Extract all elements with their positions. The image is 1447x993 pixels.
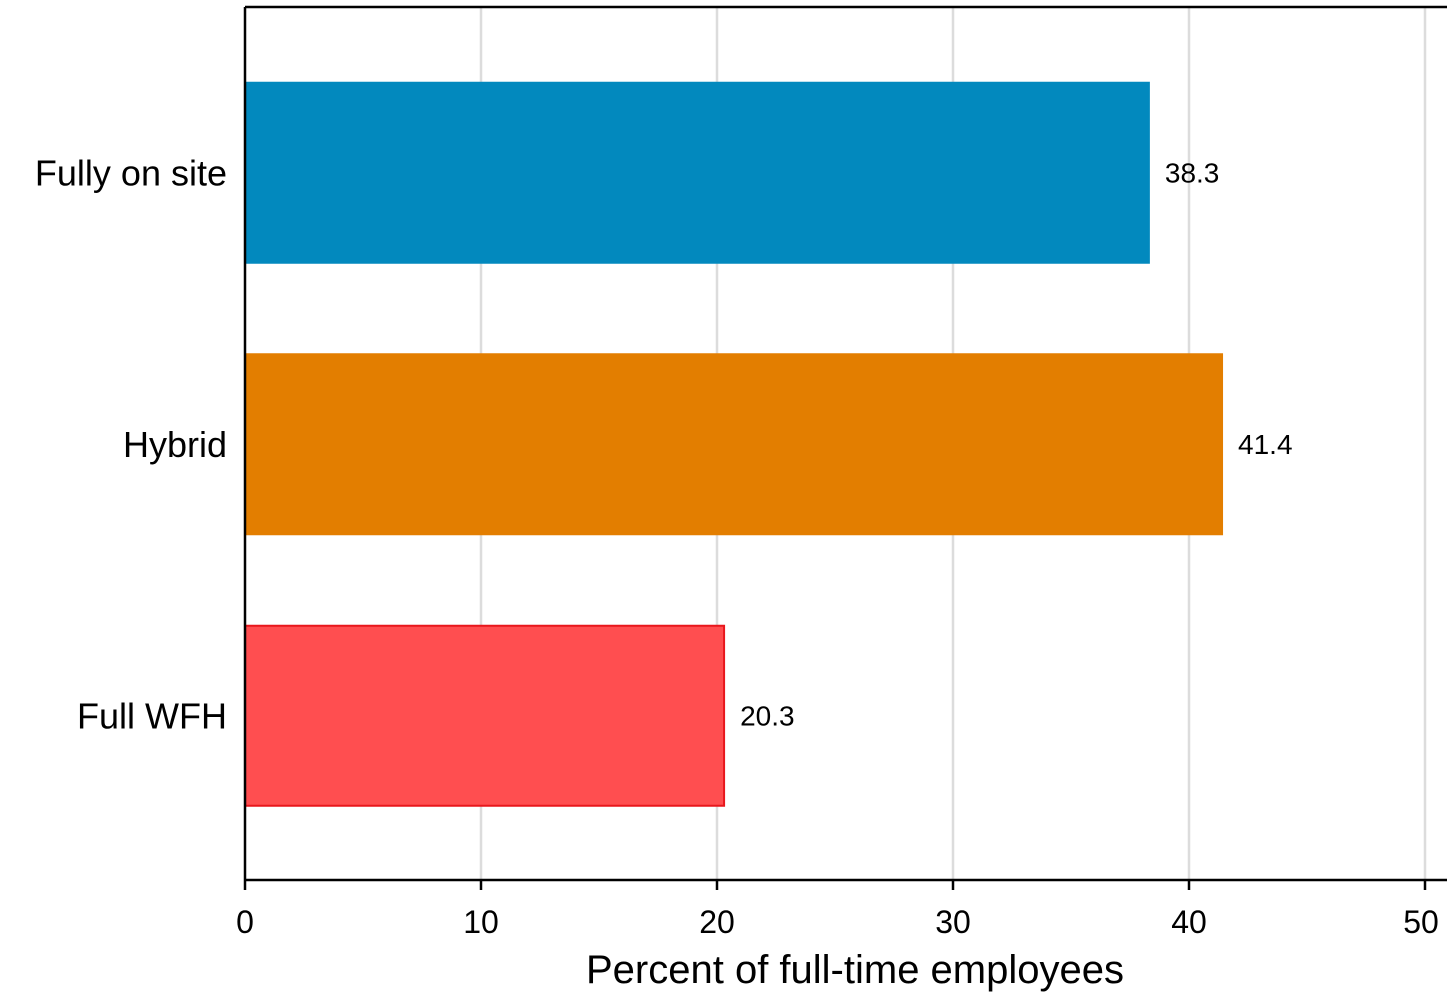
x-tick-label: 10 xyxy=(463,904,499,940)
bar-hybrid xyxy=(244,353,1224,536)
value-label: 20.3 xyxy=(740,700,795,731)
category-label: Hybrid xyxy=(123,424,227,465)
x-tick-label: 40 xyxy=(1171,904,1207,940)
x-tick-label: 50 xyxy=(1403,904,1439,940)
labels: 38.3 Fully on site 41.4 Hybrid 20.3 Full WFH xyxy=(35,152,1293,736)
bars xyxy=(244,81,1224,807)
x-tick-label: 30 xyxy=(935,904,971,940)
value-label: 38.3 xyxy=(1165,157,1220,188)
x-tick-label: 20 xyxy=(699,904,735,940)
value-label: 41.4 xyxy=(1238,429,1293,460)
bar-fully-on-site xyxy=(244,81,1150,264)
axes xyxy=(243,5,1447,882)
category-label: Full WFH xyxy=(77,695,227,736)
x-axis-title: Percent of full-time employees xyxy=(586,948,1124,992)
x-tick-label: 0 xyxy=(236,904,254,940)
bar-full-wfh xyxy=(244,624,726,807)
category-label: Fully on site xyxy=(35,152,227,193)
x-ticks: 0 10 20 30 40 50 xyxy=(236,880,1439,940)
